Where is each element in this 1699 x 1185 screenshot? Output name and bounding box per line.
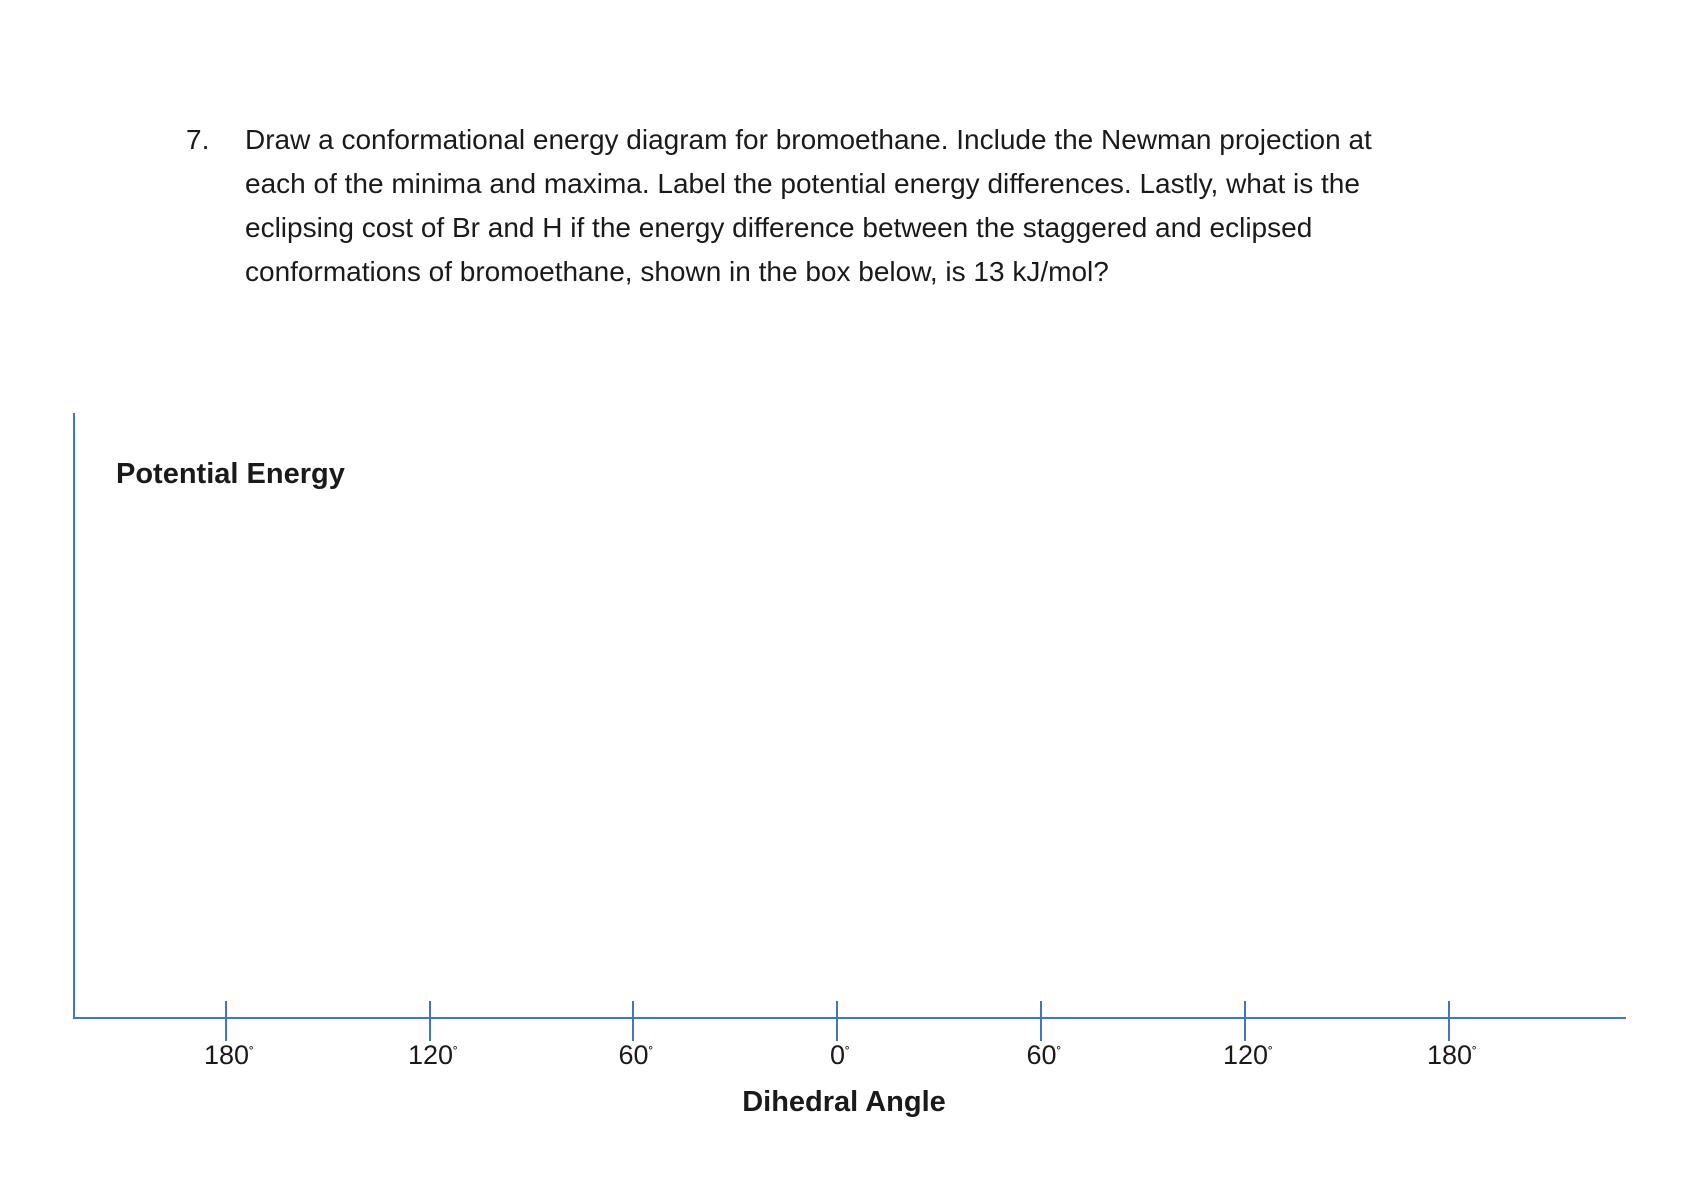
degree-symbol: ˚ bbox=[249, 1045, 255, 1062]
question-text: Draw a conformational energy diagram for… bbox=[245, 118, 1526, 294]
x-tick-label: 60˚ bbox=[618, 1040, 653, 1071]
question-line-1: Draw a conformational energy diagram for… bbox=[245, 124, 1372, 155]
x-axis-ticks bbox=[225, 1001, 1450, 1041]
x-axis-label: Dihedral Angle bbox=[742, 1086, 946, 1118]
x-tick-label: 120˚ bbox=[1223, 1040, 1273, 1071]
x-tick-value: 180 bbox=[1426, 1040, 1473, 1070]
x-tick-value: 0 bbox=[829, 1040, 846, 1070]
y-axis-label: Potential Energy bbox=[116, 458, 345, 490]
x-tick-value: 120 bbox=[1222, 1040, 1269, 1070]
x-tick-label: 120˚ bbox=[408, 1040, 458, 1071]
question-line-4: conformations of bromoethane, shown in t… bbox=[245, 256, 1109, 287]
x-tick-label: 60˚ bbox=[1026, 1040, 1061, 1071]
question-line-3: eclipsing cost of Br and H if the energy… bbox=[245, 212, 1313, 243]
x-tick-value: 60 bbox=[1026, 1040, 1057, 1070]
x-tick-value: 60 bbox=[618, 1040, 649, 1070]
degree-symbol: ˚ bbox=[1268, 1045, 1274, 1062]
question-block: 7. Draw a conformational energy diagram … bbox=[186, 118, 1526, 294]
degree-symbol: ˚ bbox=[845, 1045, 851, 1062]
degree-symbol: ˚ bbox=[1472, 1045, 1478, 1062]
degree-symbol: ˚ bbox=[453, 1045, 459, 1062]
x-tick-value: 120 bbox=[407, 1040, 454, 1070]
x-tick-label: 180˚ bbox=[204, 1040, 254, 1071]
x-tick-label: 180˚ bbox=[1427, 1040, 1477, 1071]
degree-symbol: ˚ bbox=[648, 1045, 654, 1062]
question-number: 7. bbox=[186, 124, 210, 155]
question-line-2: each of the minima and maxima. Label the… bbox=[245, 168, 1360, 199]
degree-symbol: ˚ bbox=[1056, 1045, 1062, 1062]
x-tick-label: 0˚ bbox=[830, 1040, 850, 1071]
x-tick-value: 180 bbox=[203, 1040, 250, 1070]
